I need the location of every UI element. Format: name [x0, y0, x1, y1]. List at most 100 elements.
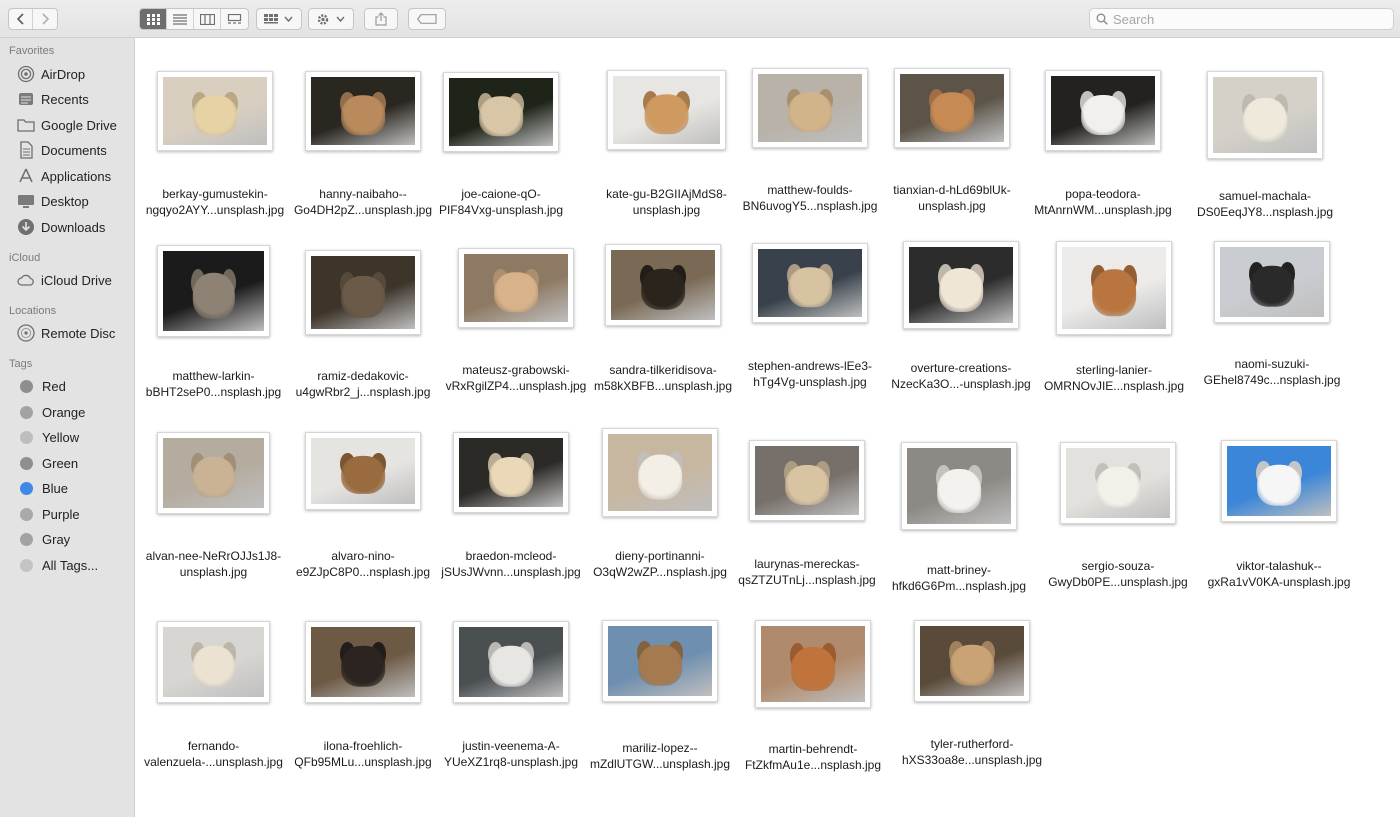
image-thumbnail[interactable] — [755, 620, 871, 708]
image-thumbnail[interactable] — [752, 243, 868, 323]
sidebar-item-desktop[interactable]: Desktop — [16, 190, 131, 212]
sidebar-item-google-drive[interactable]: Google Drive — [16, 114, 131, 136]
sidebar-item-documents[interactable]: Documents — [16, 139, 131, 161]
file-name-line2: unsplash.jpg — [179, 565, 248, 579]
sidebar-tag-label: Green — [42, 455, 79, 471]
sidebar-tag-all-tags[interactable]: All Tags... — [16, 554, 131, 576]
file-name-line2: Go4DH2pZ...unsplash.jpg — [293, 203, 433, 217]
file-name-line2: hTg4Vg-unsplash.jpg — [753, 375, 867, 389]
group-button[interactable] — [257, 9, 301, 29]
image-thumbnail[interactable] — [157, 71, 273, 151]
image-thumbnail[interactable] — [305, 432, 421, 510]
dog-shape — [950, 644, 994, 686]
image-thumbnail[interactable] — [1060, 442, 1176, 524]
dog-photo — [755, 446, 859, 515]
dog-photo — [1227, 446, 1331, 516]
file-name: sergio-souza- GwyDb0PE...unsplash.jpg — [1043, 558, 1193, 590]
locations-header: Locations — [9, 305, 57, 317]
dog-photo — [920, 626, 1024, 696]
image-thumbnail[interactable] — [602, 428, 718, 517]
image-thumbnail[interactable] — [605, 244, 721, 326]
action-menu[interactable] — [308, 8, 354, 30]
image-thumbnail[interactable] — [903, 241, 1019, 329]
image-thumbnail[interactable] — [1207, 71, 1323, 159]
image-thumbnail[interactable] — [305, 250, 421, 335]
back-button[interactable] — [9, 9, 33, 29]
action-button[interactable] — [309, 9, 353, 29]
dog-shape — [489, 645, 533, 687]
image-thumbnail[interactable] — [453, 621, 569, 703]
forward-button[interactable] — [33, 9, 57, 29]
sidebar-item-airdrop[interactable]: AirDrop — [16, 63, 131, 85]
sidebar-tag-orange[interactable]: Orange — [16, 401, 131, 423]
share-button[interactable] — [365, 9, 397, 29]
image-thumbnail[interactable] — [607, 70, 726, 150]
file-name-line2: gxRa1vV0KA-unsplash.jpg — [1207, 575, 1351, 589]
file-name: matthew-foulds- BN6uvogY5...nsplash.jpg — [735, 182, 885, 214]
icon-view-icon — [146, 13, 160, 25]
image-thumbnail[interactable] — [305, 621, 421, 703]
file-name-line1: viktor-talashuk-- — [1236, 559, 1322, 573]
image-thumbnail[interactable] — [602, 620, 718, 702]
image-thumbnail[interactable] — [749, 440, 865, 521]
dog-shape — [939, 267, 983, 312]
file-name: samuel-machala- DS0EeqJY8...nsplash.jpg — [1190, 188, 1340, 220]
image-thumbnail[interactable] — [1056, 241, 1172, 335]
image-thumbnail[interactable] — [458, 248, 574, 328]
image-thumbnail[interactable] — [1221, 440, 1337, 522]
image-thumbnail[interactable] — [914, 620, 1030, 702]
edit-tags-button[interactable] — [409, 9, 445, 29]
tag-color-icon — [20, 558, 33, 572]
sidebar-item-remote-disc[interactable]: Remote Disc — [16, 322, 131, 344]
group-by-menu[interactable] — [256, 8, 302, 30]
file-name: justin-veenema-A- YUeXZ1rq8-unsplash.jpg — [436, 738, 586, 770]
file-name-line2: FtZkfmAu1e...nsplash.jpg — [744, 758, 882, 772]
dog-photo — [163, 438, 264, 508]
image-thumbnail[interactable] — [1045, 70, 1161, 151]
dog-photo — [464, 254, 568, 322]
sidebar-item-downloads[interactable]: Downloads — [16, 216, 131, 238]
icon-view-button[interactable] — [140, 9, 167, 29]
search-input[interactable] — [1113, 11, 1373, 27]
sidebar-tag-label: Gray — [42, 531, 71, 547]
file-name: stephen-andrews-lEe3- hTg4Vg-unsplash.jpg — [735, 358, 885, 390]
image-thumbnail[interactable] — [894, 68, 1010, 148]
chevron-right-icon — [42, 13, 50, 25]
dog-shape — [192, 272, 235, 319]
image-thumbnail[interactable] — [1214, 241, 1330, 323]
column-view-button[interactable] — [194, 9, 221, 29]
sidebar-tag-red[interactable]: Red — [16, 375, 131, 397]
file-name-line1: matthew-foulds- — [767, 183, 853, 197]
image-thumbnail[interactable] — [901, 442, 1017, 530]
sidebar-tag-green[interactable]: Green — [16, 452, 131, 474]
file-name: alvaro-nino-e9ZJpC8P0...nsplash.jpg — [288, 548, 438, 580]
sidebar-item-applications[interactable]: Applications — [16, 165, 131, 187]
file-name-line1: ilona-froehlich- — [323, 739, 403, 753]
image-thumbnail[interactable] — [157, 432, 270, 514]
file-name-line1: laurynas-mereckas- — [754, 557, 860, 571]
sidebar-tag-blue[interactable]: Blue — [16, 477, 131, 499]
image-thumbnail[interactable] — [157, 245, 270, 337]
file-name-line1: mariliz-lopez-- — [622, 741, 698, 755]
image-thumbnail[interactable] — [752, 68, 868, 148]
image-thumbnail[interactable] — [443, 72, 559, 152]
file-name-line2: BN6uvogY5...nsplash.jpg — [742, 199, 878, 213]
list-view-button[interactable] — [167, 9, 194, 29]
file-name-line1: overture-creations- — [910, 361, 1012, 375]
image-thumbnail[interactable] — [453, 432, 569, 513]
sidebar-item-recents[interactable]: Recents — [16, 88, 131, 110]
file-name-line1: mateusz-grabowski- — [462, 363, 570, 377]
gallery-view-icon — [227, 13, 242, 24]
search-field[interactable] — [1089, 8, 1394, 30]
sidebar-item-icloud-drive[interactable]: iCloud Drive — [16, 269, 131, 291]
file-name: tianxian-d-hLd69blUk-unsplash.jpg — [877, 182, 1027, 214]
file-name: alvan-nee-NeRrOJJs1J8- unsplash.jpg — [139, 548, 289, 580]
sidebar-tag-yellow[interactable]: Yellow — [16, 426, 131, 448]
gear-icon — [317, 13, 345, 25]
gallery-view-button[interactable] — [221, 9, 248, 29]
image-thumbnail[interactable] — [157, 621, 270, 703]
image-thumbnail[interactable] — [305, 71, 421, 151]
sidebar-tag-gray[interactable]: Gray — [16, 528, 131, 550]
file-name: mateusz-grabowski-vRxRgilZP4...unsplash.… — [441, 362, 591, 394]
sidebar-tag-purple[interactable]: Purple — [16, 503, 131, 525]
